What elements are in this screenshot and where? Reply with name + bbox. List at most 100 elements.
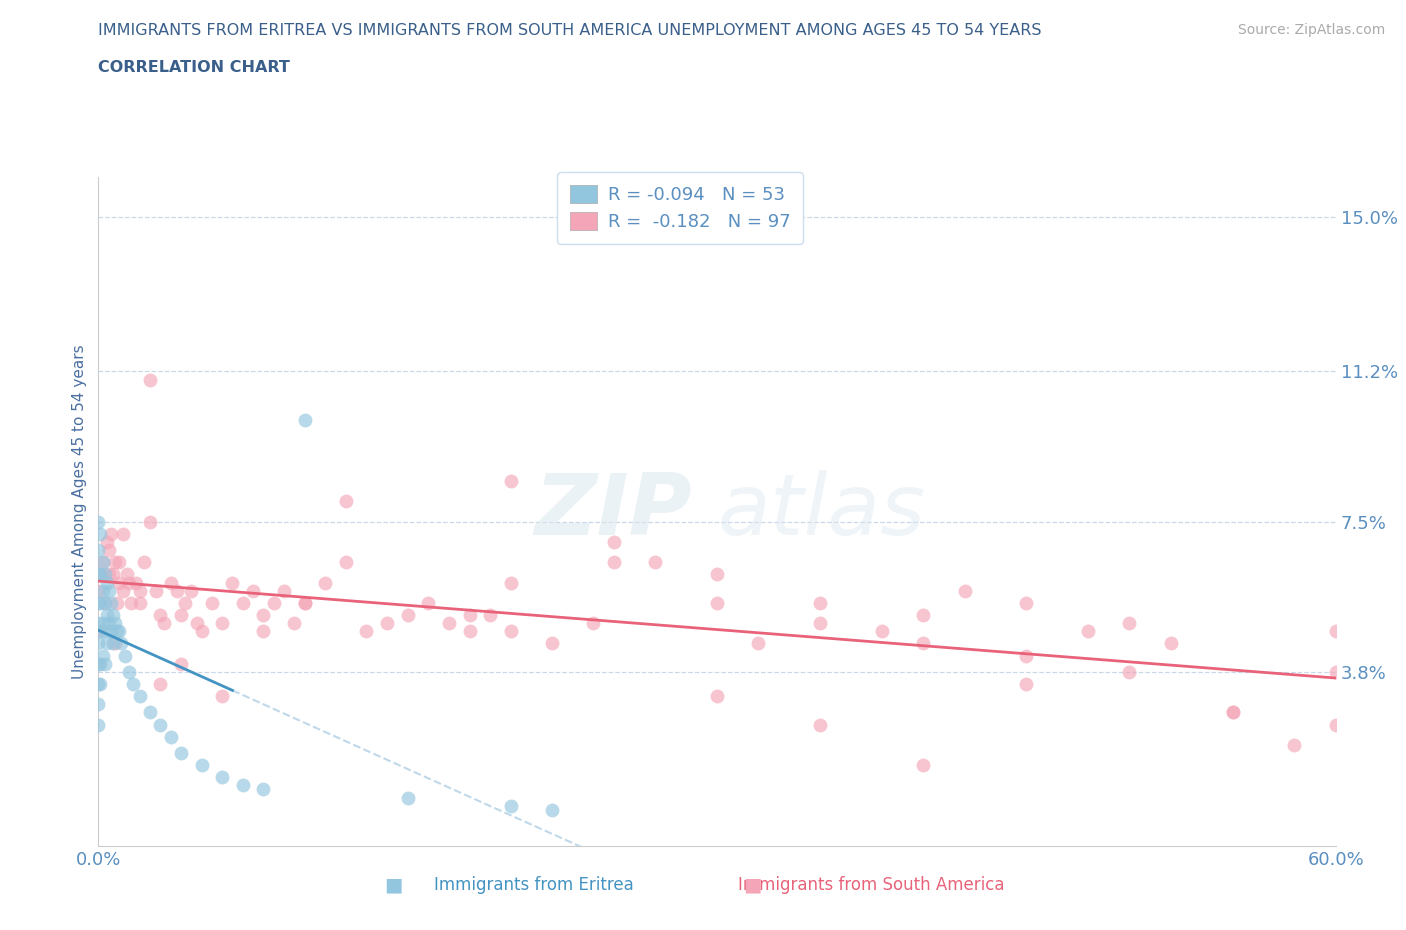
Point bbox=[396, 790, 419, 805]
Point bbox=[603, 535, 626, 550]
Y-axis label: Unemployment Among Ages 45 to 54 years: Unemployment Among Ages 45 to 54 years bbox=[72, 344, 87, 679]
Point bbox=[706, 595, 728, 610]
Point bbox=[335, 555, 357, 570]
Point bbox=[87, 624, 110, 639]
Point bbox=[105, 624, 128, 639]
Point bbox=[356, 624, 378, 639]
Point bbox=[89, 676, 111, 691]
Point bbox=[87, 697, 110, 711]
Point bbox=[104, 636, 127, 651]
Point bbox=[117, 567, 139, 582]
Point bbox=[108, 624, 131, 639]
Point bbox=[912, 758, 935, 773]
Point bbox=[128, 595, 150, 610]
Point bbox=[112, 526, 135, 541]
Point bbox=[912, 636, 935, 651]
Point bbox=[87, 514, 110, 529]
Point bbox=[870, 624, 893, 639]
Point bbox=[100, 526, 122, 541]
Point bbox=[118, 575, 141, 590]
Point bbox=[159, 575, 181, 590]
Point bbox=[499, 473, 522, 488]
Point bbox=[1324, 664, 1347, 679]
Legend: R = -0.094   N = 53, R =  -0.182   N = 97: R = -0.094 N = 53, R = -0.182 N = 97 bbox=[557, 172, 803, 244]
Point bbox=[89, 624, 111, 639]
Point bbox=[232, 778, 254, 793]
Text: Immigrants from South America: Immigrants from South America bbox=[738, 876, 1005, 895]
Point bbox=[294, 595, 316, 610]
Point bbox=[108, 575, 131, 590]
Point bbox=[263, 595, 285, 610]
Point bbox=[582, 616, 605, 631]
Point bbox=[87, 717, 110, 732]
Point bbox=[96, 607, 118, 622]
Point bbox=[644, 555, 666, 570]
Point bbox=[541, 636, 564, 651]
Text: CORRELATION CHART: CORRELATION CHART bbox=[98, 60, 290, 75]
Point bbox=[114, 648, 136, 663]
Point bbox=[118, 664, 141, 679]
Point bbox=[87, 676, 110, 691]
Point bbox=[89, 567, 111, 582]
Point bbox=[1118, 616, 1140, 631]
Point bbox=[91, 555, 114, 570]
Point bbox=[139, 705, 162, 720]
Point bbox=[128, 583, 150, 598]
Point bbox=[89, 657, 111, 671]
Point bbox=[101, 567, 124, 582]
Point bbox=[112, 583, 135, 598]
Point bbox=[242, 583, 264, 598]
Point bbox=[87, 542, 110, 557]
Point bbox=[1077, 624, 1099, 639]
Point bbox=[170, 657, 193, 671]
Point bbox=[96, 535, 118, 550]
Point bbox=[953, 583, 976, 598]
Point bbox=[101, 636, 124, 651]
Point bbox=[418, 595, 440, 610]
Text: ■: ■ bbox=[384, 876, 404, 895]
Text: ZIP: ZIP bbox=[534, 470, 692, 553]
Point bbox=[104, 616, 127, 631]
Point bbox=[170, 746, 193, 761]
Point bbox=[808, 717, 831, 732]
Text: Immigrants from Eritrea: Immigrants from Eritrea bbox=[434, 876, 634, 895]
Point bbox=[91, 555, 114, 570]
Point bbox=[91, 616, 114, 631]
Point bbox=[1015, 648, 1038, 663]
Point bbox=[1160, 636, 1182, 651]
Point bbox=[273, 583, 295, 598]
Point bbox=[211, 770, 233, 785]
Point bbox=[479, 607, 502, 622]
Point bbox=[252, 607, 274, 622]
Point bbox=[458, 624, 481, 639]
Point bbox=[541, 803, 564, 817]
Point bbox=[97, 583, 120, 598]
Point bbox=[89, 567, 111, 582]
Point bbox=[132, 555, 155, 570]
Point bbox=[87, 636, 110, 651]
Point bbox=[437, 616, 460, 631]
Point bbox=[128, 689, 150, 704]
Point bbox=[104, 555, 127, 570]
Point bbox=[108, 555, 131, 570]
Point bbox=[93, 624, 115, 639]
Point bbox=[1324, 624, 1347, 639]
Point bbox=[149, 676, 172, 691]
Point bbox=[91, 648, 114, 663]
Point bbox=[1324, 717, 1347, 732]
Point bbox=[93, 567, 115, 582]
Point bbox=[93, 657, 115, 671]
Point bbox=[89, 595, 111, 610]
Point bbox=[100, 595, 122, 610]
Point bbox=[190, 624, 212, 639]
Point bbox=[252, 624, 274, 639]
Point bbox=[314, 575, 336, 590]
Point bbox=[105, 595, 128, 610]
Point bbox=[87, 657, 110, 671]
Point bbox=[110, 636, 132, 651]
Point bbox=[232, 595, 254, 610]
Point bbox=[100, 624, 122, 639]
Point bbox=[97, 542, 120, 557]
Point bbox=[93, 595, 115, 610]
Point bbox=[1222, 705, 1244, 720]
